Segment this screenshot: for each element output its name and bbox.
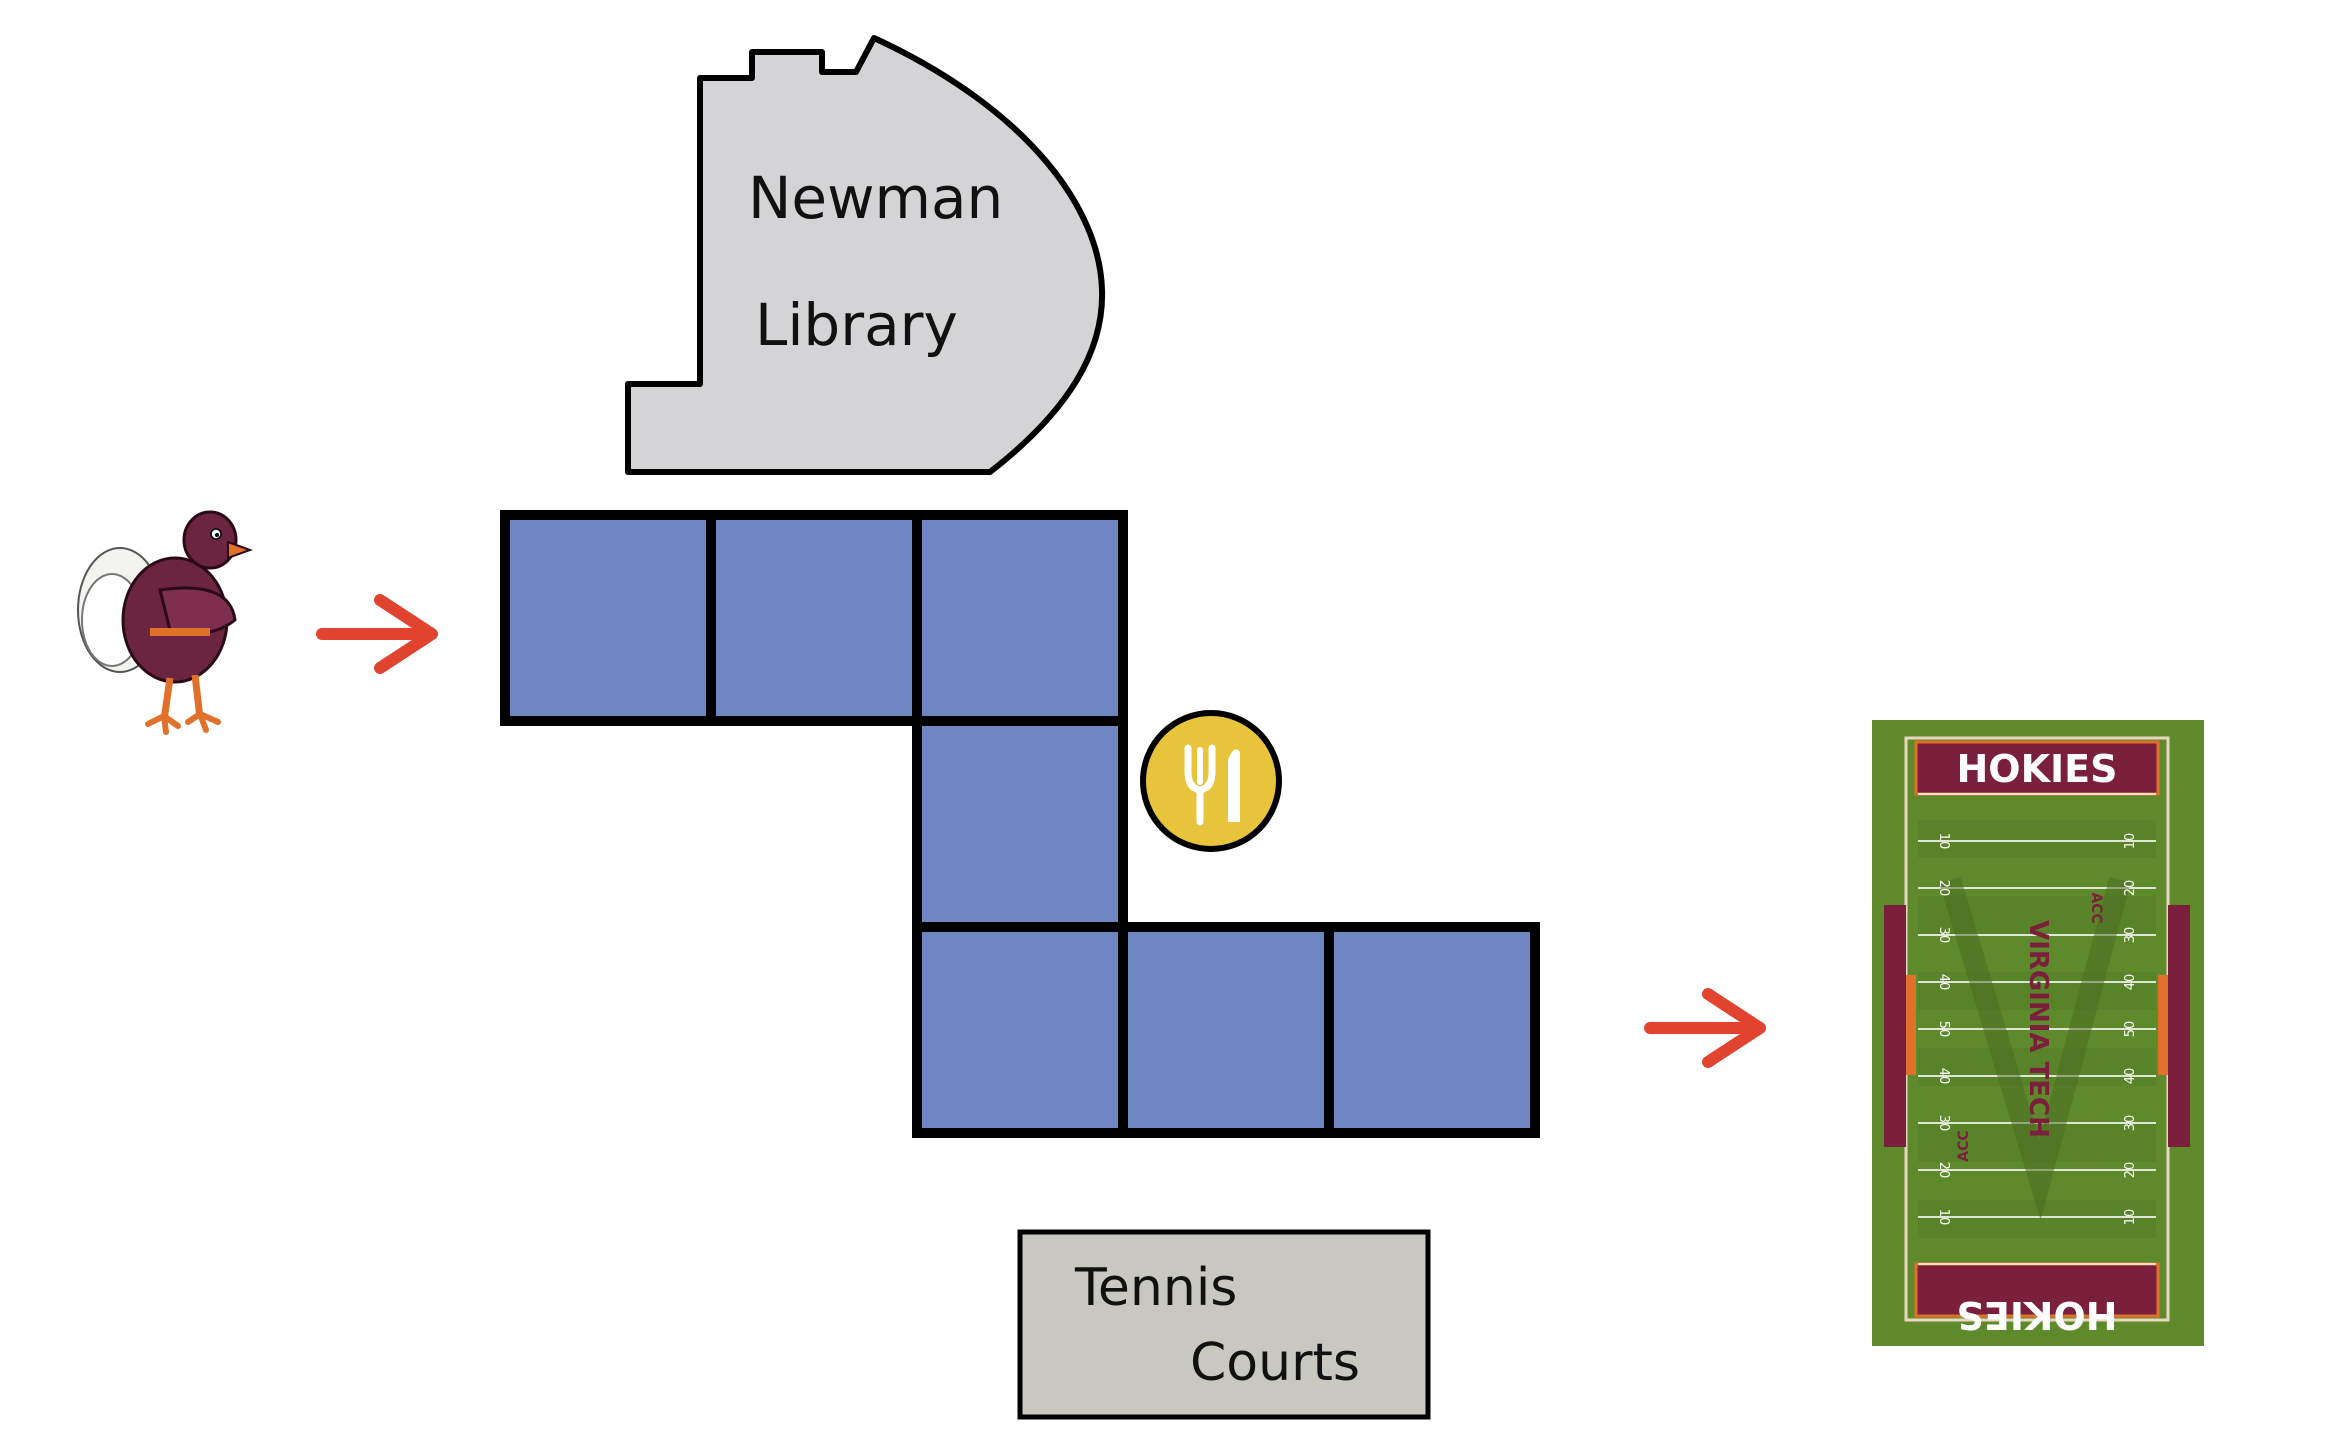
tennis-label-line2: Courts	[1190, 1333, 1360, 1393]
path-tile	[912, 922, 1128, 1138]
tennis-courts: Tennis Courts	[1017, 1229, 1431, 1420]
endzone-bottom-label: HOKIES	[1956, 1293, 2117, 1337]
yard-number: 40	[2123, 974, 2138, 991]
yard-number: 30	[1936, 1115, 1951, 1132]
yard-number: 30	[2123, 1115, 2138, 1132]
yard-numbers-left: 10 20 30 40 50 40 30 20 10	[1936, 833, 1951, 1226]
yard-number: 20	[1936, 880, 1951, 897]
lane-stadium-field: HOKIES HOKIES 10 20 30 40 50 40 30 20 10 10 20 30 4…	[1872, 720, 2204, 1346]
yard-number: 20	[1936, 1162, 1951, 1179]
acc-logo-bottom: ACC	[1956, 1130, 1972, 1161]
path-tile	[500, 510, 716, 726]
arrow-right-icon	[1644, 988, 1766, 1068]
path-tile	[1324, 922, 1540, 1138]
path-tile	[912, 510, 1128, 726]
newman-library: Newman Library	[625, 35, 1106, 475]
fork-knife-icon[interactable]	[1140, 710, 1282, 852]
yard-number: 10	[1936, 833, 1951, 850]
yard-number: 20	[2123, 880, 2138, 897]
path-tile	[912, 716, 1128, 932]
midfield-label: VIRGINIA TECH	[2023, 920, 2053, 1138]
hokie-bird-mascot	[77, 510, 253, 735]
endzone-top-label: HOKIES	[1956, 747, 2117, 791]
acc-logo-top: ACC	[2088, 892, 2104, 923]
library-label-line1: Newman	[748, 164, 1003, 232]
yard-numbers-right: 10 20 30 40 50 40 30 20 10	[2123, 833, 2138, 1226]
yard-number: 30	[2123, 927, 2138, 944]
path-tile	[706, 510, 922, 726]
arrow-right-icon	[316, 594, 438, 674]
yard-number: 20	[2123, 1162, 2138, 1179]
yard-number: 30	[1936, 927, 1951, 944]
yard-number: 40	[1936, 974, 1951, 991]
yard-number: 50	[2123, 1021, 2138, 1038]
yard-number: 40	[1936, 1068, 1951, 1085]
yard-number: 10	[2123, 833, 2138, 850]
yard-number: 40	[2123, 1068, 2138, 1085]
tennis-label-line1: Tennis	[1074, 1258, 1237, 1318]
library-label-line2: Library	[755, 291, 958, 359]
path-tiles	[500, 510, 1540, 1138]
path-tile	[1118, 922, 1334, 1138]
yard-number: 10	[2123, 1209, 2138, 1226]
yard-number: 10	[1936, 1209, 1951, 1226]
yard-number: 50	[1936, 1021, 1951, 1038]
